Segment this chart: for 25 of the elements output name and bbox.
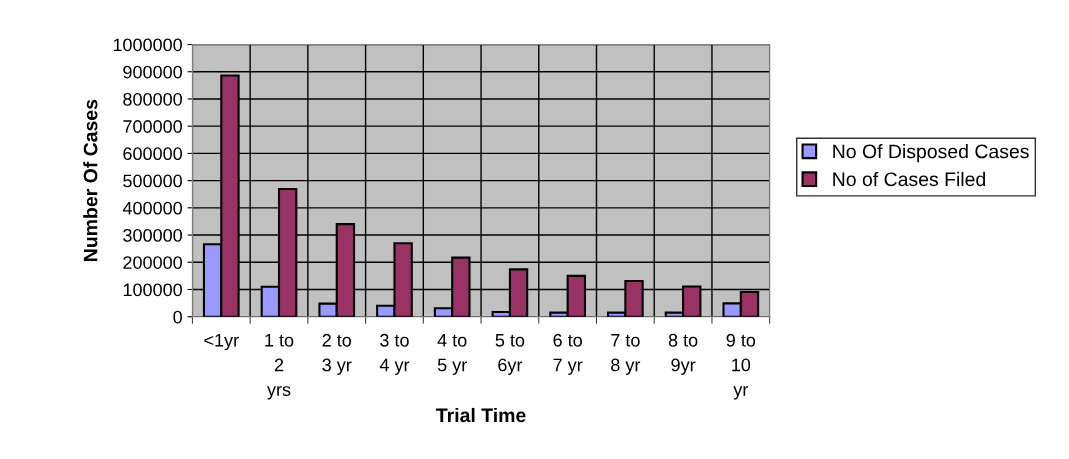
legend-label: No Of Disposed Cases bbox=[833, 144, 1029, 163]
y-tick-label: 0 bbox=[173, 310, 182, 324]
x-tick-label: 8 to 9yr bbox=[668, 333, 698, 375]
legend-label: No of Cases Filed bbox=[833, 171, 986, 187]
x-tick-label: 2 to 3 yr bbox=[322, 333, 352, 375]
x-axis-title: Trial Time bbox=[436, 407, 526, 423]
x-tick-label: <1yr bbox=[204, 334, 239, 351]
y-axis-title: Number Of Cases bbox=[83, 99, 98, 261]
x-tick-label: 3 to 4 yr bbox=[379, 333, 410, 375]
y-tick-label: 900000 bbox=[123, 65, 182, 79]
x-tick-label: 4 to 5 yr bbox=[437, 334, 467, 375]
x-tick-label: 5 to 6yr bbox=[495, 334, 525, 375]
y-tick-label: 700000 bbox=[123, 120, 182, 133]
x-tick-label: 6 to 7 yr bbox=[553, 333, 583, 375]
x-tick-label: 1 to 2 yrs bbox=[265, 334, 294, 400]
y-tick-label: 1000000 bbox=[113, 38, 182, 52]
y-tick-label: 300000 bbox=[123, 228, 182, 242]
y-tick-label: 200000 bbox=[123, 256, 182, 269]
x-tick-label: 9 to 10 yr bbox=[726, 333, 756, 400]
y-tick-label: 500000 bbox=[123, 174, 182, 188]
y-tick-label: 800000 bbox=[123, 92, 182, 106]
x-tick-label: 7 to 8 yr bbox=[611, 334, 641, 375]
y-tick-label: 400000 bbox=[122, 201, 182, 215]
y-tick-label: 100000 bbox=[123, 283, 182, 297]
y-tick-label: 600000 bbox=[123, 147, 182, 161]
